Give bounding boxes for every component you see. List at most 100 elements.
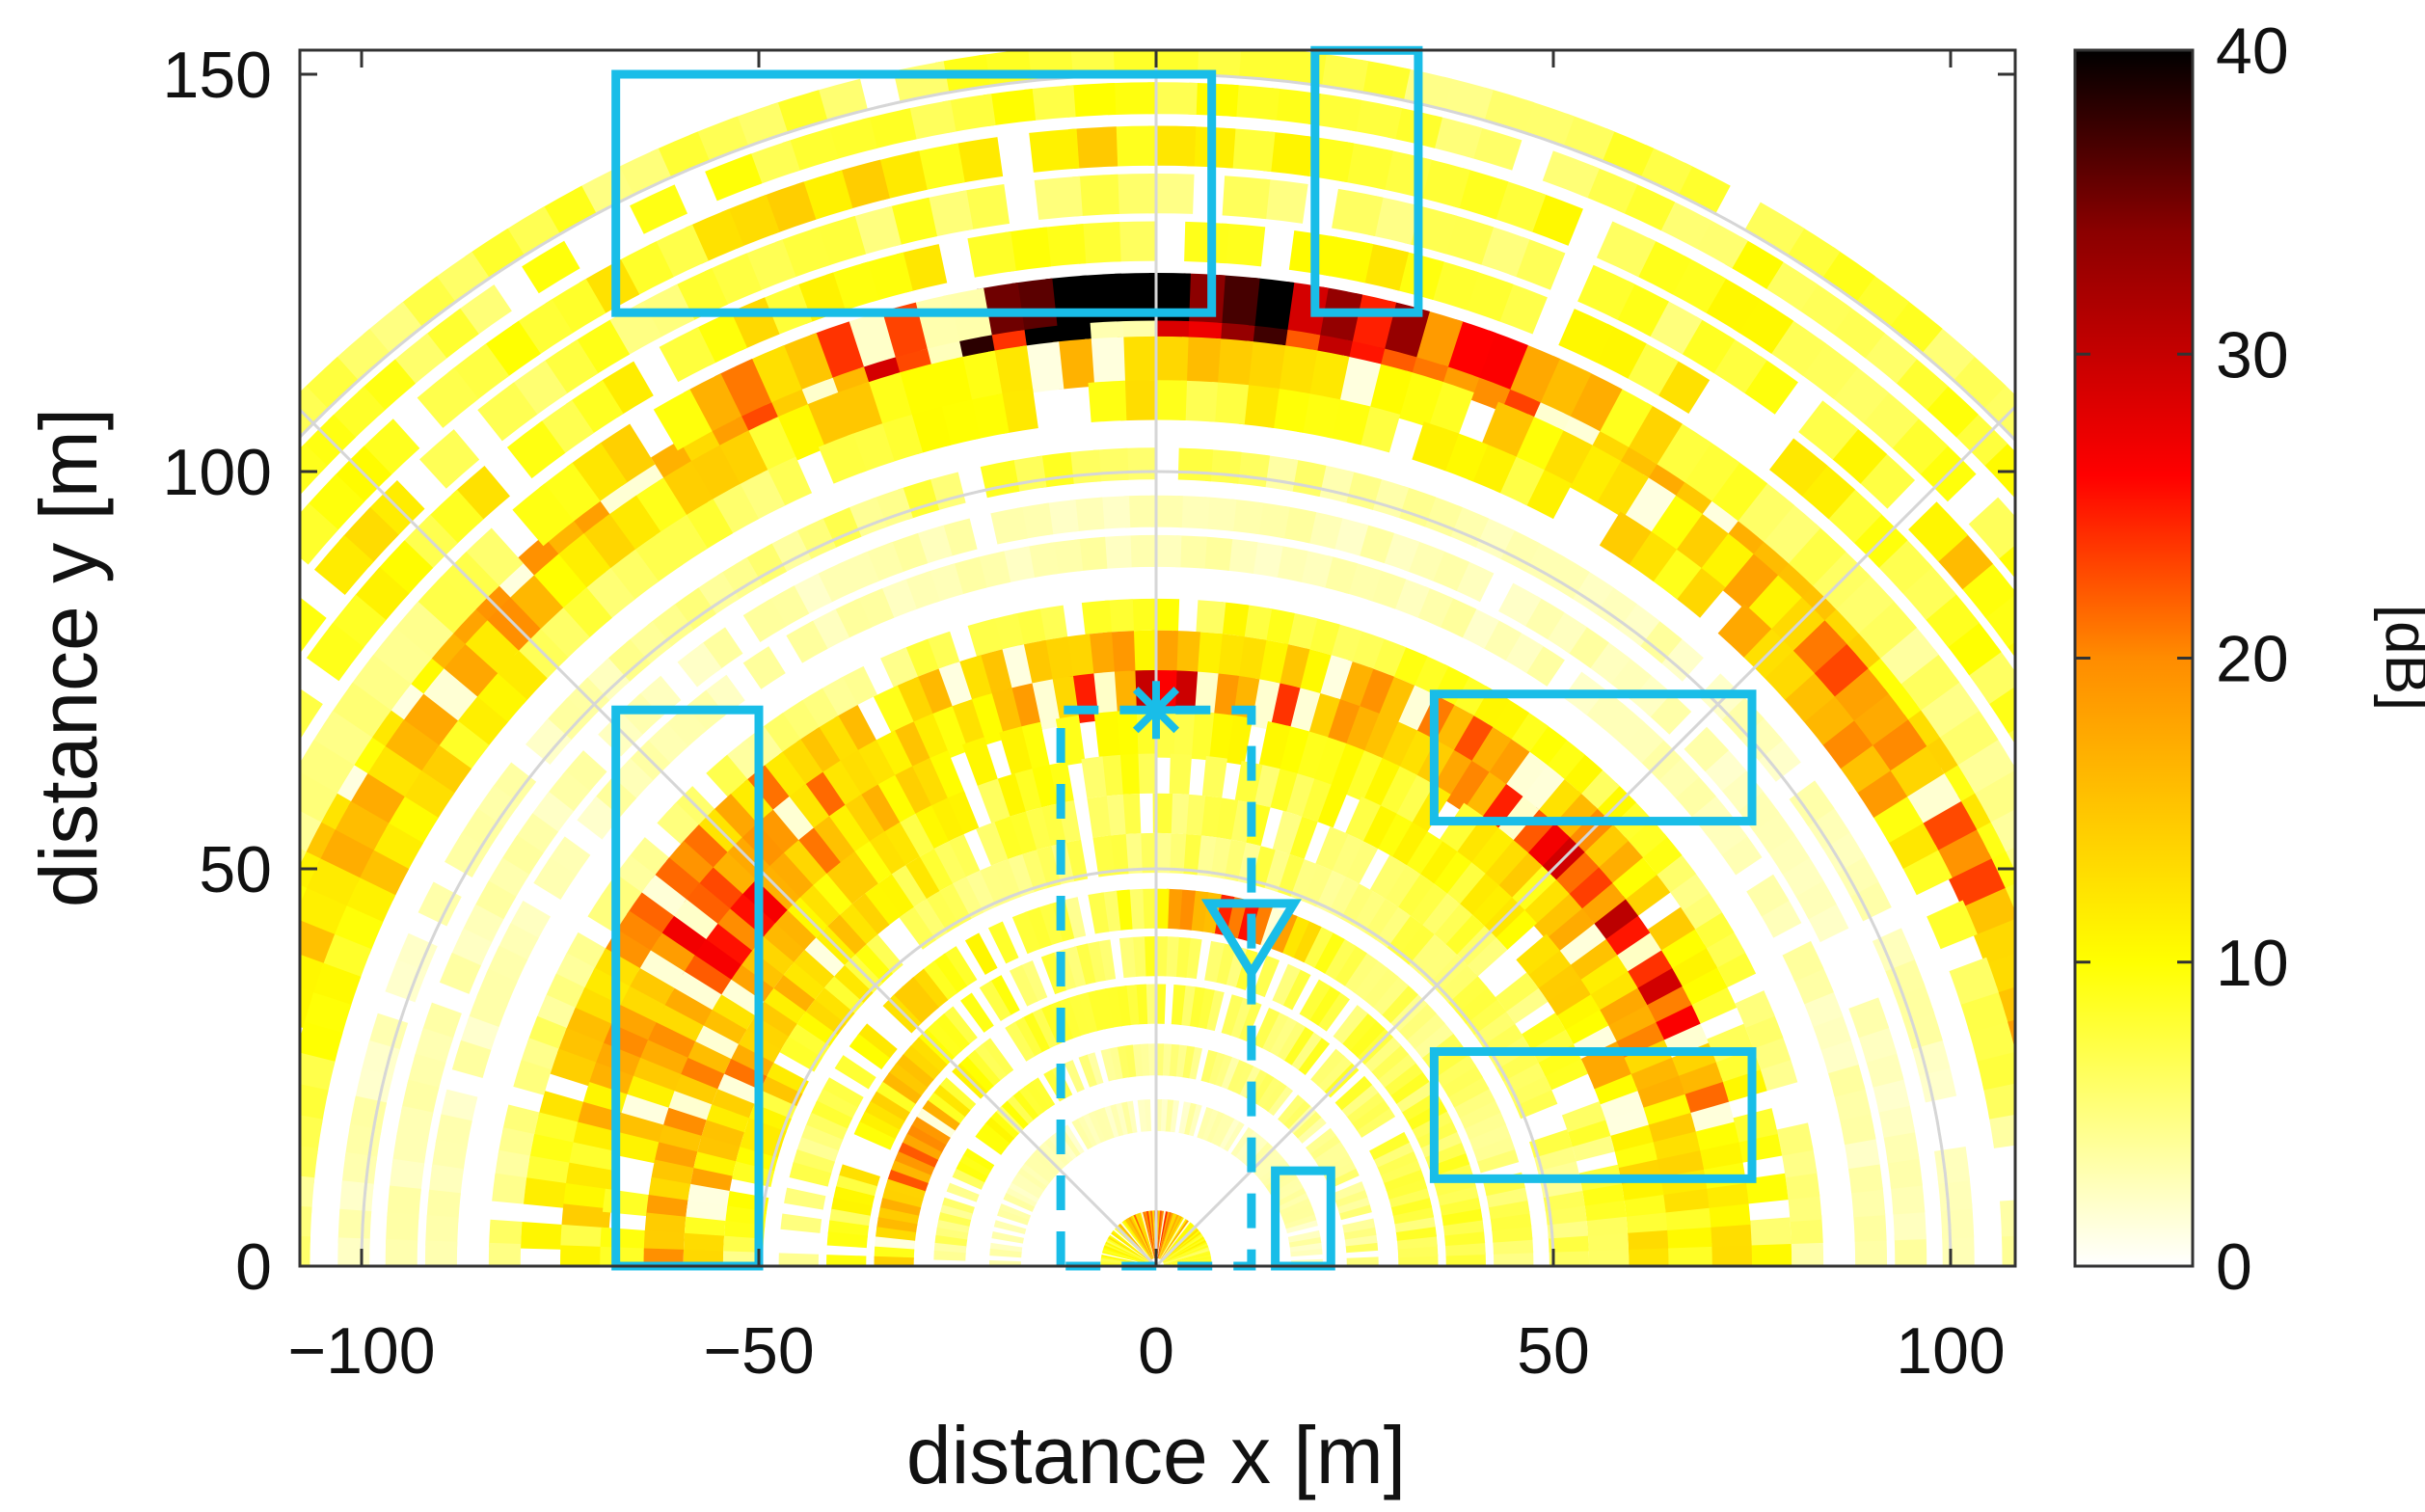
heat-cell: [1117, 336, 1156, 386]
heat-cell: [1648, 1127, 1701, 1161]
heat-cell: [715, 908, 768, 957]
heat-cell: [1160, 1217, 1186, 1260]
heat-cell: [1395, 1079, 1436, 1113]
heat-cell: [826, 1255, 867, 1266]
heat-cell: [566, 443, 628, 505]
heat-cell: [1744, 202, 1805, 256]
heat-cell: [1008, 1182, 1039, 1204]
heat-cell: [1222, 176, 1271, 220]
heat-cell: [1038, 1142, 1066, 1170]
axis-tick-marks: [300, 50, 2015, 1268]
heat-cell: [849, 893, 890, 937]
heat-cell: [149, 943, 200, 996]
heat-cell: [494, 1149, 530, 1182]
heat-cell: [1482, 895, 1525, 938]
heat-cell: [2245, 1099, 2290, 1150]
heat-cell: [1085, 337, 1126, 388]
heat-cell: [813, 926, 856, 968]
heat-cell: [1238, 384, 1280, 428]
heat-cell: [2347, 1215, 2380, 1266]
heat-cell: [1702, 1220, 1752, 1248]
heat-cell: [1000, 1100, 1029, 1130]
heat-cell: [1017, 721, 1051, 774]
heat-cell: [1336, 1196, 1370, 1214]
heat-cell: [1129, 630, 1156, 679]
heat-cell: [610, 1131, 663, 1164]
heat-cell: [418, 744, 472, 798]
heat-cell: [1112, 1229, 1150, 1261]
heat-cell: [981, 1038, 1014, 1077]
heat-cell: [160, 908, 211, 961]
heat-cell: [1160, 1218, 1188, 1260]
heat-cell: [1561, 751, 1603, 795]
heat-cell: [862, 883, 903, 928]
heat-cell: [1309, 1134, 1341, 1160]
heat-cell: [1968, 497, 2015, 559]
heat-cell: [723, 740, 766, 782]
heat-cell: [1200, 1108, 1219, 1142]
heat-cell: [1088, 380, 1127, 423]
heat-cell: [1204, 989, 1225, 1032]
heat-cell: [419, 429, 480, 489]
heat-cell: [1118, 380, 1156, 421]
heat-cell: [1931, 824, 1992, 880]
heat-cell: [835, 1174, 877, 1199]
heat-cell: [643, 1248, 685, 1266]
heat-cell: [1204, 940, 1226, 983]
heat-cell: [1386, 1176, 1428, 1200]
heat-cell: [2242, 761, 2291, 820]
heat-cell: [1464, 997, 1507, 1036]
heat-cell: [1297, 1037, 1331, 1075]
heat-cell: [1087, 796, 1112, 838]
heat-cell: [1292, 730, 1329, 783]
heat-cell: [226, 655, 283, 714]
heat-cell: [15, 901, 60, 957]
heat-cell: [955, 655, 994, 709]
heat-cell: [1369, 1131, 1410, 1160]
heat-cell: [1159, 1216, 1184, 1259]
heat-cell: [1486, 1184, 1528, 1208]
heat-cell: [938, 1077, 977, 1112]
heat-cell: [1007, 811, 1037, 855]
heat-cell: [0, 1183, 7, 1233]
heat-cell: [884, 1178, 926, 1202]
heat-cell: [426, 1189, 461, 1223]
heat-cell: [706, 754, 748, 797]
heat-cell: [1250, 1072, 1275, 1105]
heat-cell: [1343, 1226, 1377, 1240]
heat-cell: [999, 726, 1034, 779]
heat-cell: [810, 1100, 853, 1131]
heat-cell: [753, 1090, 797, 1121]
heat-cell: [389, 1158, 425, 1195]
heat-cell: [1579, 1038, 1625, 1074]
heat-cell: [928, 797, 964, 843]
heat-cell: [1529, 1129, 1573, 1158]
heat-cell: [1207, 1051, 1226, 1085]
heat-cell: [1302, 926, 1334, 968]
heat-cell: [673, 1073, 718, 1108]
heat-cell: [1064, 82, 1117, 118]
heat-cell: [948, 699, 987, 753]
heat-cell: [911, 968, 949, 1010]
heat-cell: [766, 1063, 809, 1096]
heat-cell: [1103, 1105, 1119, 1139]
heat-cell: [1105, 1241, 1149, 1263]
heat-cell: [1735, 990, 1775, 1029]
heat-cell: [1096, 939, 1117, 982]
heat-cell: [1342, 1218, 1376, 1233]
heat-cell: [792, 949, 835, 990]
heat-cell: [714, 430, 770, 491]
heat-cell: [0, 1061, 21, 1114]
heat-cell: [1343, 748, 1383, 802]
heat-cell: [659, 327, 716, 383]
heat-cell: [704, 923, 756, 971]
heat-cell: [1848, 997, 1890, 1039]
heat-cell: [1172, 631, 1200, 680]
heat-cell: [1134, 753, 1156, 795]
heat-cell: [784, 1187, 826, 1210]
heat-cell: [785, 897, 828, 940]
heat-cell: [1706, 458, 1768, 522]
heat-cell: [1373, 904, 1411, 949]
heat-cell: [1214, 1115, 1235, 1148]
heat-cell: [306, 622, 364, 682]
